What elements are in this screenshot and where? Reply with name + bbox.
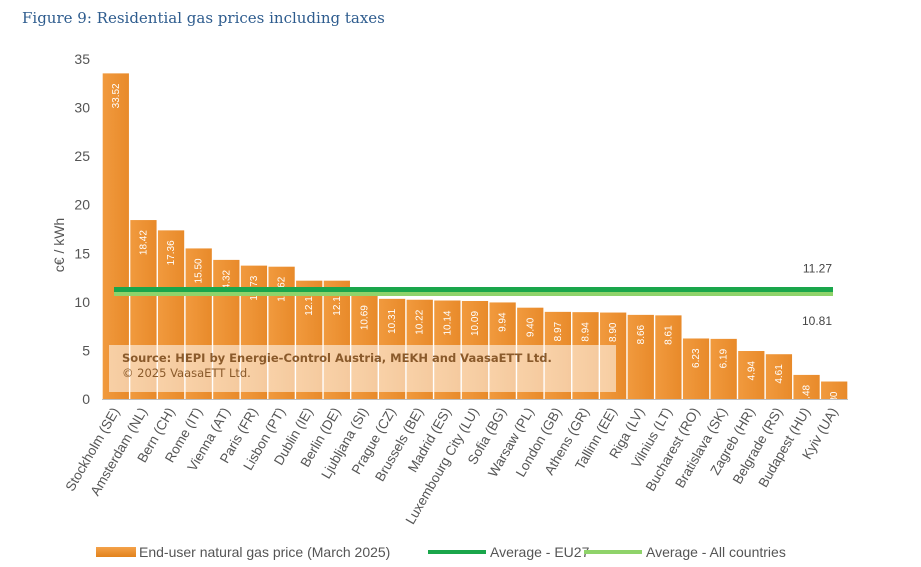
bar-value-label: 10.14 <box>442 310 453 335</box>
legend: End-user natural gas price (March 2025) … <box>0 544 921 564</box>
bar-value-label: 9.40 <box>525 317 536 337</box>
bar-value-label: 8.90 <box>608 322 619 342</box>
source-box: Source: HEPI by Energie-Control Austria,… <box>109 345 616 392</box>
bar-value-label: 10.31 <box>387 308 398 333</box>
bar <box>102 73 129 400</box>
y-axis-label: c€ / kWh <box>51 218 67 272</box>
bar-value-label: 8.94 <box>581 322 592 342</box>
bar <box>738 351 765 399</box>
legend-swatch-eu27 <box>428 550 486 554</box>
source-note-line1: Source: HEPI by Energie-Control Austria,… <box>122 351 552 365</box>
y-tick-label: 5 <box>82 342 90 358</box>
figure-title: Figure 9: Residential gas prices includi… <box>22 9 385 27</box>
y-tick-label: 15 <box>74 245 90 261</box>
bar-value-label: 8.61 <box>663 325 674 345</box>
bar-value-label: 1.80 <box>829 391 840 411</box>
bar <box>627 314 654 399</box>
eu27-average-label: 11.27 <box>803 262 832 276</box>
bar <box>710 338 737 399</box>
y-axis-ticks: 0 5 10 15 20 25 30 35 <box>74 51 90 407</box>
bar <box>765 354 793 399</box>
bar-value-label: 12.18 <box>304 290 315 315</box>
bar-value-label: 10.22 <box>415 309 426 334</box>
bar-value-label: 6.19 <box>719 348 730 368</box>
bar-value-label: 17.36 <box>166 240 177 265</box>
legend-label-all: Average - All countries <box>646 544 786 560</box>
bar-value-label: 8.66 <box>636 324 647 344</box>
bar <box>793 374 820 399</box>
bar-value-label: 4.61 <box>774 364 785 384</box>
y-tick-label: 30 <box>74 100 90 116</box>
bar-value-label: 9.94 <box>498 312 509 332</box>
bar-value-label: 14.32 <box>221 269 232 294</box>
all-countries-average-label: 10.81 <box>802 314 832 328</box>
legend-label-eu27: Average - EU27 <box>490 544 590 560</box>
y-tick-label: 10 <box>74 294 90 310</box>
legend-item-all: Average - All countries <box>584 544 786 560</box>
y-tick-label: 25 <box>74 148 90 164</box>
x-axis-tick-labels: Stockholm (SE)Amsterdam (NL)Bern (CH)Rom… <box>63 405 841 527</box>
legend-item-price: End-user natural gas price (March 2025) <box>96 544 390 560</box>
bar <box>821 381 848 399</box>
bar-value-label: 15.50 <box>194 258 205 283</box>
bar-value-label: 4.94 <box>746 361 757 381</box>
legend-label-price: End-user natural gas price (March 2025) <box>139 544 391 560</box>
y-tick-label: 35 <box>74 51 90 67</box>
bar-value-label: 8.97 <box>553 321 564 341</box>
bar-value-label: 10.09 <box>470 311 481 336</box>
bar-value-label: 10.69 <box>359 305 370 330</box>
bar-value-label: 33.52 <box>111 83 122 108</box>
bar <box>682 338 710 399</box>
legend-item-eu27: Average - EU27 <box>428 544 589 560</box>
legend-swatch-bar <box>96 547 136 557</box>
bar-value-label: 6.23 <box>691 348 702 368</box>
bar-value-label: 12.18 <box>332 290 343 315</box>
reference-lines: 11.27 10.81 <box>114 262 833 328</box>
source-note-line2: © 2025 VaasaETT Ltd. <box>122 366 251 380</box>
bar-value-label: 2.48 <box>802 384 813 404</box>
y-tick-label: 0 <box>82 391 90 407</box>
y-tick-label: 20 <box>74 197 90 213</box>
bar <box>655 315 682 399</box>
bar-value-label: 18.42 <box>138 230 149 255</box>
legend-swatch-all <box>584 550 642 554</box>
